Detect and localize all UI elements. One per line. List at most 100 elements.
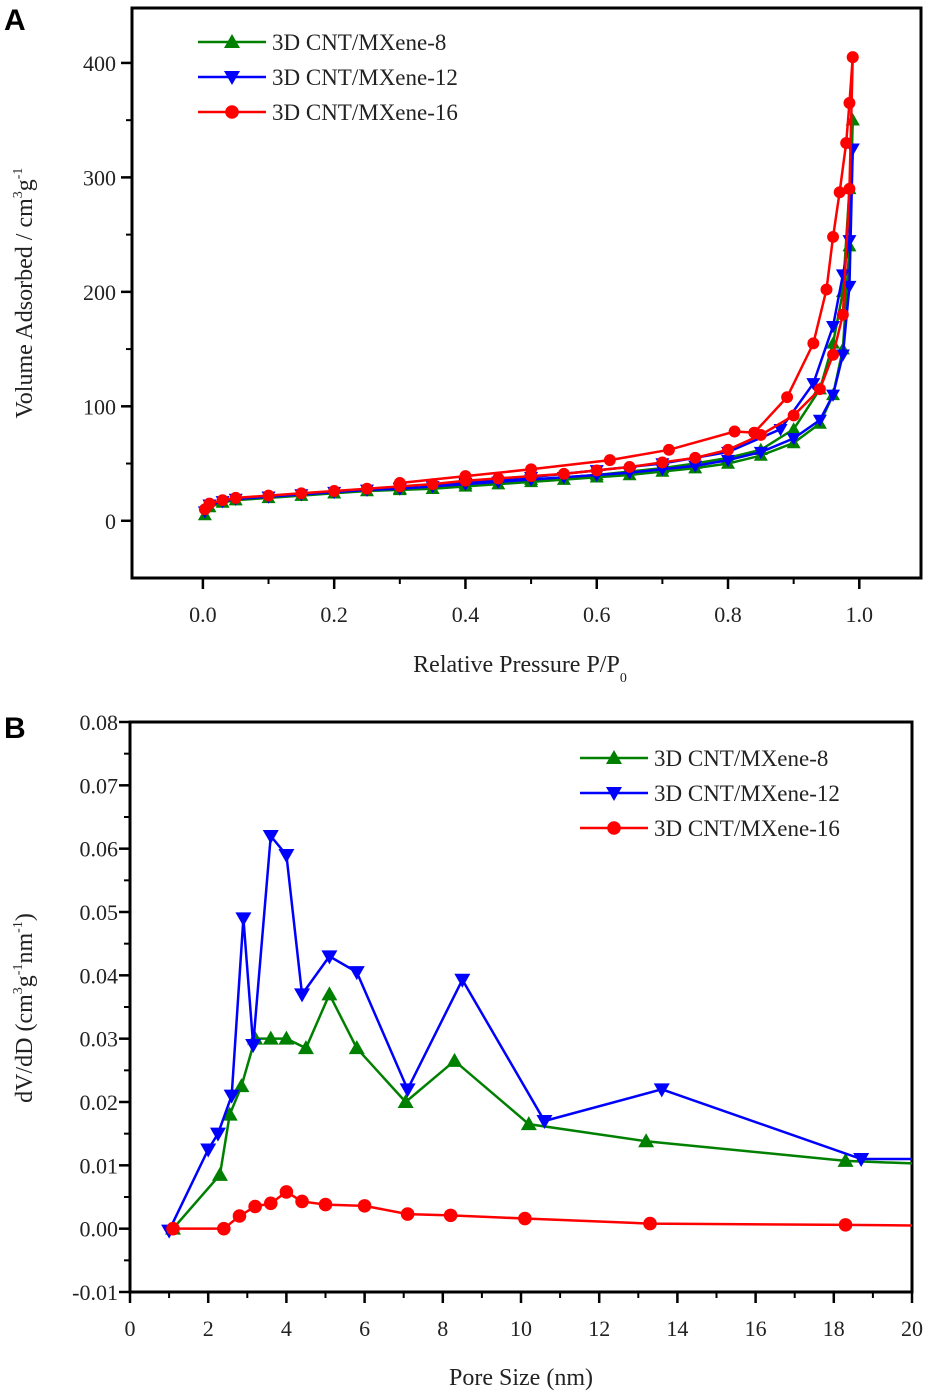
desorption-data-point	[781, 391, 794, 404]
adsorption-data-point	[842, 280, 857, 294]
data-point	[278, 1030, 295, 1045]
y-axis-title-part: g	[12, 975, 38, 987]
adsorption-line	[203, 57, 854, 511]
desorption-data-point	[393, 477, 406, 489]
data-point	[638, 1133, 655, 1148]
data-point	[262, 1030, 279, 1045]
legend-marker-triangle-down-icon	[224, 71, 240, 85]
y-axis-title-superscript: -1	[11, 964, 26, 976]
y-tick-label: 0.08	[80, 710, 119, 735]
y-axis-title-part: Volume Adsorbed / cm	[12, 198, 38, 419]
y-axis-title-superscript: -1	[11, 921, 26, 933]
legend-label: 3D CNT/MXene-16	[272, 100, 458, 125]
data-point	[837, 1152, 854, 1167]
x-axis-title: Relative Pressure P/P0	[413, 652, 627, 686]
y-axis-title-superscript: -1	[11, 168, 26, 180]
data-point	[235, 912, 252, 927]
data-point	[348, 1040, 365, 1055]
data-point	[217, 1221, 231, 1236]
data-point	[653, 1083, 670, 1098]
adsorption-data-point	[827, 348, 839, 361]
desorption-data-point	[525, 463, 538, 476]
adsorption-data-point	[623, 461, 636, 473]
panel-b-pore-size-chart: 0 2 4 6 8 10 12 14 16 18 20 -0.01 0.00 0.01 0.02 0.03 0.…	[11, 710, 923, 1391]
data-point	[318, 1197, 333, 1212]
y-axis-title-superscript: 3	[11, 191, 26, 198]
y-axis-title-superscript: 3	[11, 987, 26, 994]
data-point	[245, 1039, 262, 1053]
legend-marker-triangle-up-icon	[224, 34, 240, 48]
data-point	[233, 1078, 250, 1093]
x-tick-label: 2	[203, 1316, 214, 1341]
y-tick-label: 200	[83, 280, 116, 305]
legend-entry: 3D CNT/MXene-16	[580, 816, 840, 841]
y-tick-label: 0.02	[80, 1090, 119, 1115]
data-point	[297, 1040, 314, 1055]
y-tick-label: 100	[83, 394, 116, 419]
legend-marker-circle-icon	[607, 821, 621, 835]
y-tick-label: 0.05	[80, 900, 119, 925]
legend-entry: 3D CNT/MXene-12	[198, 65, 458, 90]
adsorption-data-point	[229, 491, 242, 504]
adsorption-data-point	[426, 478, 439, 491]
adsorption-data-point	[836, 308, 849, 321]
y-tick-label: 400	[83, 51, 116, 76]
x-tick-label: 16	[745, 1316, 767, 1341]
desorption-line	[399, 57, 854, 485]
x-tick-label: 0.0	[189, 602, 217, 627]
x-tick-label: 14	[666, 1316, 688, 1341]
adsorption-data-point	[656, 456, 669, 469]
data-point	[454, 973, 471, 988]
adsorption-data-point	[843, 182, 856, 195]
x-tick-label: 10	[510, 1316, 532, 1341]
desorption-data-point	[833, 186, 846, 199]
legend-label: 3D CNT/MXene-8	[272, 30, 446, 55]
x-axis-title-text: Relative Pressure P/P	[413, 652, 620, 678]
panel-label-b: B	[4, 712, 26, 745]
legend-label: 3D CNT/MXene-8	[654, 746, 828, 771]
legend-entry: 3D CNT/MXene-16	[198, 100, 458, 125]
data-point	[166, 1221, 180, 1236]
data-point	[262, 830, 279, 844]
panel-a-isotherm-chart: 0.0 0.2 0.4 0.6 0.8 1.0 0 100 200 300 400 Relative …	[11, 6, 923, 686]
desorption-line	[399, 148, 854, 489]
desorption-data-point	[728, 425, 741, 438]
desorption-line	[399, 120, 854, 490]
data-point	[223, 1089, 240, 1104]
legend-marker-triangle-up-icon	[606, 750, 622, 764]
data-point	[443, 1208, 458, 1223]
adsorption-data-point	[688, 460, 703, 473]
x-tick-label: 8	[437, 1316, 448, 1341]
y-tick-label: 0.06	[80, 837, 119, 862]
adsorption-data-point	[835, 349, 850, 362]
y-tick-label: 0	[105, 509, 116, 534]
series-3d-cnt-mxene-12	[197, 143, 860, 519]
legend-marker-triangle-down-icon	[606, 787, 622, 801]
series-3d-cnt-mxene-16	[166, 1185, 913, 1236]
desorption-data-point	[820, 283, 833, 296]
series-3d-cnt-mxene-16	[198, 51, 859, 516]
data-point	[520, 1116, 537, 1131]
data-point	[248, 1199, 262, 1214]
adsorption-data-point	[813, 383, 826, 396]
adsorption-data-point	[295, 487, 308, 500]
adsorption-data-point	[689, 451, 702, 464]
plot-frame	[128, 720, 914, 1294]
desorption-data-point	[846, 51, 859, 64]
data-point	[348, 966, 365, 981]
x-axis-title: Pore Size (nm)	[449, 1365, 593, 1391]
y-axis-title-part: nm	[12, 933, 38, 964]
adsorption-data-point	[753, 446, 768, 460]
data-point	[295, 1194, 309, 1209]
data-point	[279, 1185, 294, 1199]
data-point	[536, 1115, 553, 1129]
data-point	[357, 1199, 372, 1213]
y-axis-title-part: g	[12, 179, 38, 191]
x-tick-label: 0.8	[714, 602, 742, 627]
data-point	[321, 986, 338, 1001]
desorption-data-point	[840, 137, 853, 150]
desorption-data-point	[835, 269, 850, 282]
adsorption-data-point	[722, 443, 734, 456]
x-tick-label: 4	[281, 1316, 292, 1341]
